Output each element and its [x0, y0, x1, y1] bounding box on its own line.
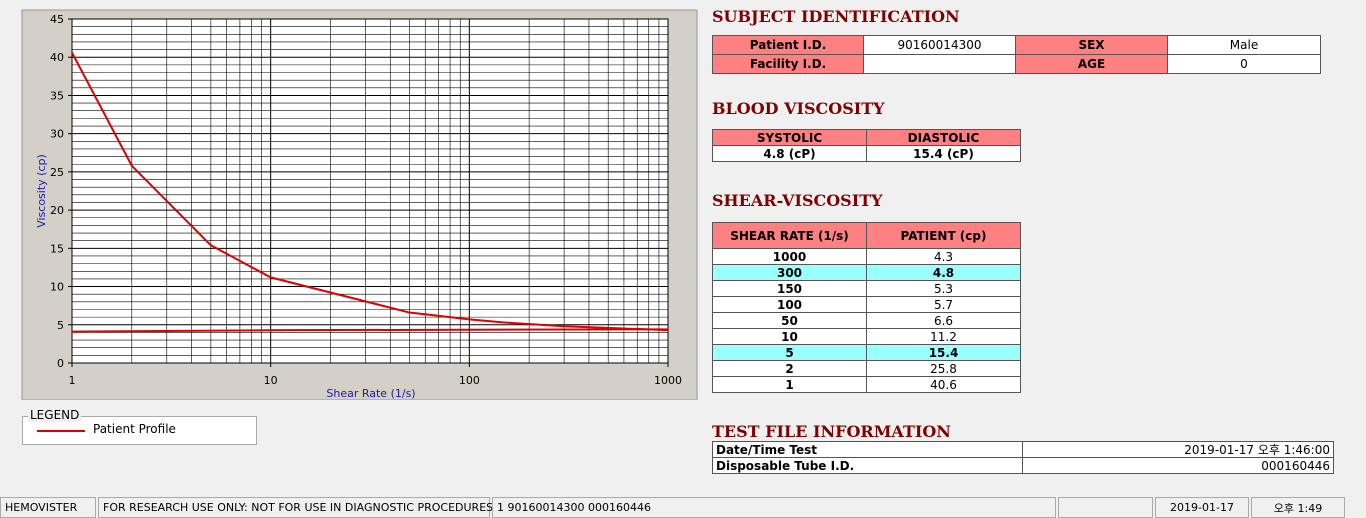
field-label: SEX [1015, 35, 1168, 55]
table-cell: 4.8 [866, 264, 1021, 281]
legend-label: Patient Profile [93, 422, 176, 436]
info-value: 2019-01-17 오후 1:46:00 [1022, 441, 1334, 458]
info-value: 000160446 [1022, 457, 1334, 474]
field-value: Male [1167, 35, 1321, 55]
x-tick-label: 10 [264, 374, 278, 387]
table-cell: 300 [712, 264, 867, 281]
y-tick-label: 25 [50, 166, 64, 179]
series-line [71, 52, 669, 332]
x-tick-label: 1000 [654, 374, 682, 387]
series-line [71, 328, 669, 333]
table-cell: 4.3 [866, 248, 1021, 265]
table-cell: 1 [712, 376, 867, 393]
section-title: TEST FILE INFORMATION [712, 422, 951, 441]
table-header: SHEAR RATE (1/s) [712, 222, 867, 249]
table-header: PATIENT (cp) [866, 222, 1021, 249]
field-value: 0 [1167, 54, 1321, 74]
table-header: SYSTOLIC [712, 129, 867, 146]
plot-frame [71, 18, 669, 364]
section-title: SUBJECT IDENTIFICATION [712, 7, 960, 26]
info-label: Date/Time Test [712, 441, 1023, 458]
x-axis-title: Shear Rate (1/s) [326, 387, 415, 400]
field-label: Patient I.D. [712, 35, 864, 55]
x-tick-label: 1 [69, 374, 76, 387]
table-cell: 11.2 [866, 328, 1021, 345]
field-value: 90160014300 [863, 35, 1016, 55]
y-tick-label: 30 [50, 128, 64, 141]
table-cell: 15.4 [866, 344, 1021, 361]
table-cell: 5.3 [866, 280, 1021, 297]
y-tick-label: 45 [50, 13, 64, 26]
y-tick-label: 40 [50, 51, 64, 64]
table-cell: 40.6 [866, 376, 1021, 393]
y-tick-label: 5 [57, 319, 64, 332]
table-cell: 6.6 [866, 312, 1021, 329]
y-tick-label: 35 [50, 89, 64, 102]
chart: Viscosity (cp) Shear Rate (1/s) 0 5 10 15 20… [21, 9, 698, 400]
y-tick-label: 10 [50, 281, 64, 294]
y-axis-title: Viscosity (cp) [35, 154, 48, 228]
table-cell: 2 [712, 360, 867, 377]
status-panel: 1 90160014300 000160446 [492, 497, 1056, 518]
y-tick-label: 15 [50, 242, 64, 255]
table-cell: 25.8 [866, 360, 1021, 377]
table-cell: 5.7 [866, 296, 1021, 313]
table-cell: 1000 [712, 248, 867, 265]
section-title: SHEAR-VISCOSITY [712, 191, 883, 210]
status-panel: HEMOVISTER [0, 497, 96, 518]
plot-area [72, 19, 668, 363]
section-title: BLOOD VISCOSITY [712, 99, 885, 118]
y-tick-label: 0 [57, 357, 64, 370]
field-label: Facility I.D. [712, 54, 864, 74]
table-cell: 50 [712, 312, 867, 329]
table-value: 4.8 (cP) [712, 145, 867, 162]
x-tick-label: 100 [459, 374, 480, 387]
status-panel: FOR RESEARCH USE ONLY: NOT FOR USE IN DI… [98, 497, 493, 518]
table-cell: 100 [712, 296, 867, 313]
table-cell: 5 [712, 344, 867, 361]
status-panel: 2019-01-17 [1155, 497, 1249, 518]
legend-title: LEGEND [28, 408, 82, 422]
table-cell: 150 [712, 280, 867, 297]
status-panel: 오후 1:49 [1251, 497, 1345, 518]
field-label: AGE [1015, 54, 1168, 74]
info-label: Disposable Tube I.D. [712, 457, 1023, 474]
table-value: 15.4 (cP) [866, 145, 1021, 162]
legend-swatch [37, 430, 85, 432]
y-tick-label: 20 [50, 204, 64, 217]
field-value [863, 54, 1016, 74]
status-panel [1058, 497, 1153, 518]
table-header: DIASTOLIC [866, 129, 1021, 146]
table-cell: 10 [712, 328, 867, 345]
